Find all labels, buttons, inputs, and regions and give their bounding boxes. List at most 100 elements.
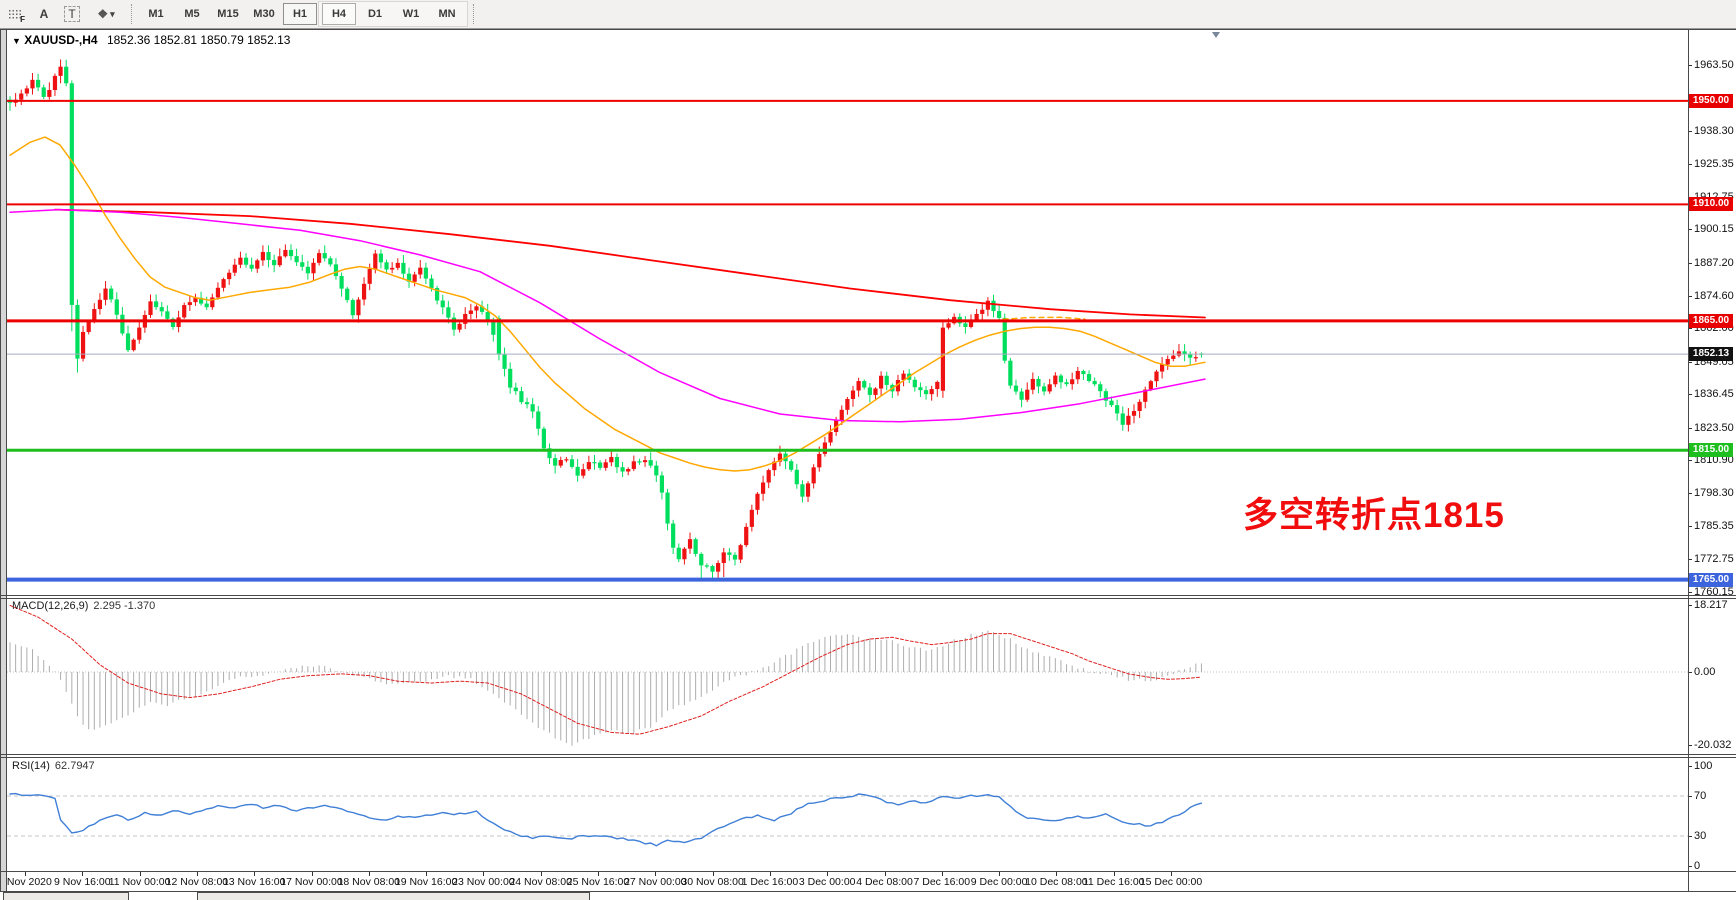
timeframe-button-h4[interactable]: H4 [322, 3, 356, 25]
price-axis-tick [1688, 262, 1692, 264]
macd-rsi-splitter[interactable] [0, 757, 1736, 758]
price-axis-tick [1688, 460, 1692, 462]
price-axis-tick [1688, 328, 1692, 330]
time-axis-tick [540, 872, 542, 876]
ohlc-values: 1852.36 1852.81 1850.79 1852.13 [106, 33, 291, 47]
timeframe-group-1: M1 M5 M15 M30 H1 [138, 3, 318, 25]
price-axis-label: 1785.35 [1694, 520, 1734, 533]
price-axis-tick [1688, 361, 1692, 363]
rsi-axis-label: 30 [1694, 829, 1707, 842]
price-badge-1852.13: 1852.13 [1689, 347, 1733, 362]
rsi-axis-tick [1688, 865, 1692, 867]
price-axis-tick [1688, 295, 1692, 297]
rsi-axis-label: 70 [1694, 789, 1707, 802]
timeframe-button-w1[interactable]: W1 [402, 8, 420, 20]
timeframe-button-d1[interactable]: D1 [367, 8, 383, 20]
price-axis-label: 1925.35 [1694, 158, 1734, 171]
time-axis-tick [82, 872, 84, 876]
ma-orange-dashed-line [1002, 316, 1086, 321]
time-axis-tick [196, 872, 198, 876]
toolbar-separator [131, 4, 133, 24]
macd-axis-label: -20.032 [1694, 738, 1732, 751]
time-axis-tick [941, 872, 943, 876]
chart-tab[interactable] [3, 892, 129, 900]
price-axis-tick [1688, 591, 1692, 593]
price-axis-tick [1688, 526, 1692, 528]
macd-axis-tick [1688, 671, 1692, 673]
time-axis-label: 9 Dec 00:00 [970, 876, 1028, 888]
price-axis-label: 1772.75 [1694, 553, 1734, 566]
timeframe-button-m5[interactable]: M5 [184, 8, 200, 20]
time-axis-label: 9 Nov 16:00 [53, 876, 111, 888]
price-axis-tick [1688, 130, 1692, 132]
main-macd-splitter[interactable] [0, 595, 1736, 596]
grid-f-label: F [20, 15, 25, 24]
time-axis-label: 3 Dec 00:00 [798, 876, 856, 888]
time-axis-label: 7 Dec 16:00 [913, 876, 971, 888]
price-axis-tick [1688, 427, 1692, 429]
time-axis-label: 18 Nov 08:00 [337, 876, 401, 888]
rsi-axis-label: 100 [1694, 759, 1713, 772]
text-object-button[interactable]: T [60, 2, 84, 26]
timeframe-button-mn[interactable]: MN [438, 8, 456, 20]
indicator-grid-button[interactable]: F [2, 2, 28, 26]
time-axis-tick [254, 872, 256, 876]
rsi-axis-tick [1688, 795, 1692, 797]
price-badge-1815.00: 1815.00 [1689, 443, 1733, 458]
time-axis-label: 17 Nov 00:00 [280, 876, 343, 888]
time-axis-tick [712, 872, 714, 876]
price-badge-1910.00: 1910.00 [1689, 197, 1733, 212]
price-axis-label: 1887.20 [1694, 256, 1734, 269]
timeframe-button-m15[interactable]: M15 [217, 8, 239, 20]
chart-tab[interactable] [197, 892, 590, 900]
rsi-panel[interactable] [0, 757, 1736, 871]
main-macd-splitter[interactable] [0, 598, 1736, 599]
time-axis-tick [426, 872, 428, 876]
macd-histogram [9, 630, 1202, 746]
time-axis-tick [655, 872, 657, 876]
shapes-dropdown-button[interactable]: ❖ ▾ [88, 2, 124, 26]
time-axis-tick [25, 872, 26, 876]
main-chart-panel[interactable] [0, 30, 1736, 597]
text-label-button[interactable]: A [39, 7, 49, 21]
ma-red-line [54, 208, 1206, 319]
time-axis-label: 12 Nov 08:00 [165, 876, 229, 888]
time-axis-tick [999, 872, 1001, 876]
time-axis-tick [1056, 872, 1058, 876]
time-axis-label: 27 Nov 00:00 [624, 876, 687, 888]
time-axis-label: 15 Dec 00:00 [1139, 876, 1203, 888]
macd-signal-line [9, 604, 1202, 735]
window-left-frame[interactable] [1, 29, 6, 891]
time-axis-tick [769, 872, 771, 876]
collapse-caret-icon[interactable]: ▼ [12, 36, 21, 46]
macd-rsi-splitter[interactable] [0, 754, 1736, 755]
time-axis-tick [884, 872, 886, 876]
time-axis-tick [139, 872, 141, 876]
price-axis-label: 1874.60 [1694, 289, 1734, 302]
rsi-line [9, 792, 1203, 847]
price-badge-1865.00: 1865.00 [1689, 313, 1733, 328]
time-axis-label: 6 Nov 2020 [0, 876, 52, 888]
time-axis-tick [598, 872, 599, 876]
chevron-down-icon: ▾ [110, 8, 115, 19]
price-axis-tick [1688, 229, 1692, 231]
timeframe-button-m1[interactable]: M1 [148, 8, 164, 20]
time-axis-tick [368, 872, 370, 876]
timeframe-button-h1[interactable]: H1 [283, 3, 317, 25]
time-axis-bottom-border [0, 891, 1736, 892]
price-axis-label: 1760.15 [1694, 585, 1734, 598]
time-axis-tick [1171, 872, 1172, 876]
chart-shift-marker-icon[interactable] [1212, 32, 1220, 38]
macd-indicator-label: MACD(12,26,9) 2.295 -1.370 [12, 600, 156, 612]
plot-left-border [6, 29, 7, 891]
rsi-indicator-label: RSI(14) 62.7947 [12, 760, 95, 772]
timeframe-group-2: H4 D1 W1 MN [318, 1, 468, 27]
timeframe-button-m30[interactable]: M30 [253, 8, 275, 20]
time-axis-tick [827, 872, 829, 876]
time-axis-label: 1 Dec 16:00 [741, 876, 799, 888]
price-axis-label: 1963.50 [1694, 59, 1734, 72]
macd-panel[interactable] [0, 597, 1736, 754]
price-axis-tick [1688, 196, 1692, 198]
annotation-text: 多空转折点1815 [1243, 496, 1505, 535]
macd-axis-tick [1688, 604, 1692, 606]
